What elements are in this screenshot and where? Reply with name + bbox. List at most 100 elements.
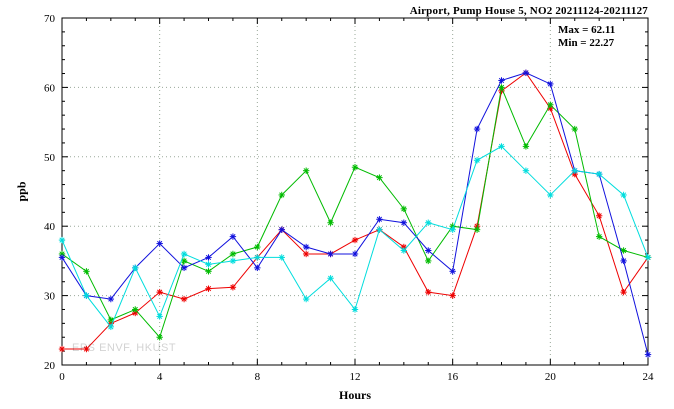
marker-series-4 <box>547 192 553 198</box>
marker-series-2 <box>132 306 138 313</box>
marker-series-3 <box>523 70 529 76</box>
watermark: EPS ENVF, HKUST <box>72 342 177 354</box>
marker-series-1 <box>83 346 90 352</box>
marker-series-3 <box>376 216 383 222</box>
marker-series-1 <box>596 213 602 219</box>
marker-series-1 <box>181 296 187 302</box>
marker-series-4 <box>108 324 114 330</box>
x-tick-label: 4 <box>157 371 163 383</box>
y-tick-label: 40 <box>44 221 56 233</box>
marker-series-2 <box>352 164 358 170</box>
marker-series-4 <box>645 254 651 261</box>
marker-series-4 <box>596 171 602 177</box>
marker-series-2 <box>279 192 285 198</box>
marker-series-2 <box>327 220 334 226</box>
marker-series-2 <box>376 175 383 181</box>
marker-series-4 <box>523 168 529 174</box>
marker-series-1 <box>303 251 309 257</box>
x-tick-label: 8 <box>255 371 261 383</box>
min-value-label: Min = 22.27 <box>558 37 615 49</box>
marker-series-2 <box>620 247 627 254</box>
marker-series-2 <box>547 102 553 108</box>
marker-series-4 <box>181 251 187 257</box>
marker-series-2 <box>596 233 602 240</box>
marker-series-1 <box>620 289 627 295</box>
marker-series-1 <box>425 289 431 295</box>
y-tick-label: 30 <box>44 291 56 303</box>
marker-series-4 <box>132 265 138 271</box>
marker-series-3 <box>205 254 212 261</box>
marker-series-2 <box>572 126 578 132</box>
y-tick-label: 50 <box>44 152 56 164</box>
marker-series-3 <box>620 258 627 264</box>
marker-series-3 <box>498 77 505 84</box>
marker-series-4 <box>450 227 456 233</box>
x-axis-label: Hours <box>338 388 371 402</box>
marker-series-3 <box>425 247 431 254</box>
max-value-label: Max = 62.11 <box>558 24 616 36</box>
marker-series-4 <box>157 313 163 320</box>
marker-series-1 <box>450 292 456 299</box>
marker-series-3 <box>181 265 187 271</box>
marker-series-1 <box>157 289 163 295</box>
marker-series-4 <box>474 157 480 163</box>
marker-series-4 <box>498 143 505 150</box>
marker-series-4 <box>230 258 236 264</box>
marker-series-2 <box>303 168 309 174</box>
marker-series-3 <box>108 296 114 302</box>
y-tick-label: 70 <box>44 13 56 25</box>
marker-series-3 <box>59 254 65 261</box>
marker-series-3 <box>303 244 309 250</box>
marker-series-2 <box>498 84 505 91</box>
x-tick-label: 12 <box>350 371 361 383</box>
y-tick-label: 20 <box>44 360 56 372</box>
marker-series-1 <box>205 286 212 292</box>
marker-series-4 <box>254 254 260 261</box>
marker-series-3 <box>279 227 285 233</box>
marker-series-2 <box>157 334 163 340</box>
marker-series-2 <box>108 317 114 323</box>
marker-series-1 <box>59 346 65 352</box>
marker-series-3 <box>547 81 553 87</box>
marker-series-4 <box>59 237 65 243</box>
marker-series-3 <box>230 233 236 240</box>
marker-series-2 <box>425 258 431 264</box>
marker-series-3 <box>254 265 260 271</box>
series-line-series-2 <box>61 85 649 339</box>
x-tick-label: 16 <box>447 371 459 383</box>
marker-series-2 <box>474 227 480 233</box>
marker-series-3 <box>352 251 358 257</box>
marker-series-3 <box>450 268 456 274</box>
marker-series-1 <box>230 284 236 290</box>
marker-series-3 <box>401 220 407 226</box>
y-axis-label: ppb <box>14 181 29 202</box>
x-tick-label: 0 <box>59 371 65 383</box>
marker-series-2 <box>401 206 407 212</box>
marker-series-4 <box>376 227 383 233</box>
marker-series-2 <box>230 251 236 257</box>
marker-series-2 <box>254 244 260 250</box>
marker-series-3 <box>327 251 334 257</box>
x-tick-label: 20 <box>545 371 557 383</box>
stats-box: Max = 62.11 Min = 22.27 <box>558 24 615 50</box>
marker-series-4 <box>83 292 90 299</box>
marker-series-4 <box>620 192 627 198</box>
marker-series-3 <box>157 240 163 247</box>
marker-series-1 <box>352 237 358 243</box>
marker-series-3 <box>645 351 651 358</box>
x-tick-label: 24 <box>643 371 655 383</box>
marker-series-3 <box>474 126 480 132</box>
series-line-series-4 <box>61 145 649 328</box>
marker-series-4 <box>327 275 334 281</box>
marker-series-2 <box>205 268 212 274</box>
marker-series-4 <box>425 220 431 226</box>
y-tick-label: 60 <box>44 82 56 94</box>
marker-series-4 <box>205 261 212 267</box>
marker-series-2 <box>181 258 187 264</box>
marker-series-4 <box>303 296 309 302</box>
marker-series-4 <box>279 254 285 261</box>
chart-title: Airport, Pump House 5, NO2 20211124-2021… <box>409 5 648 17</box>
marker-series-2 <box>523 143 529 150</box>
